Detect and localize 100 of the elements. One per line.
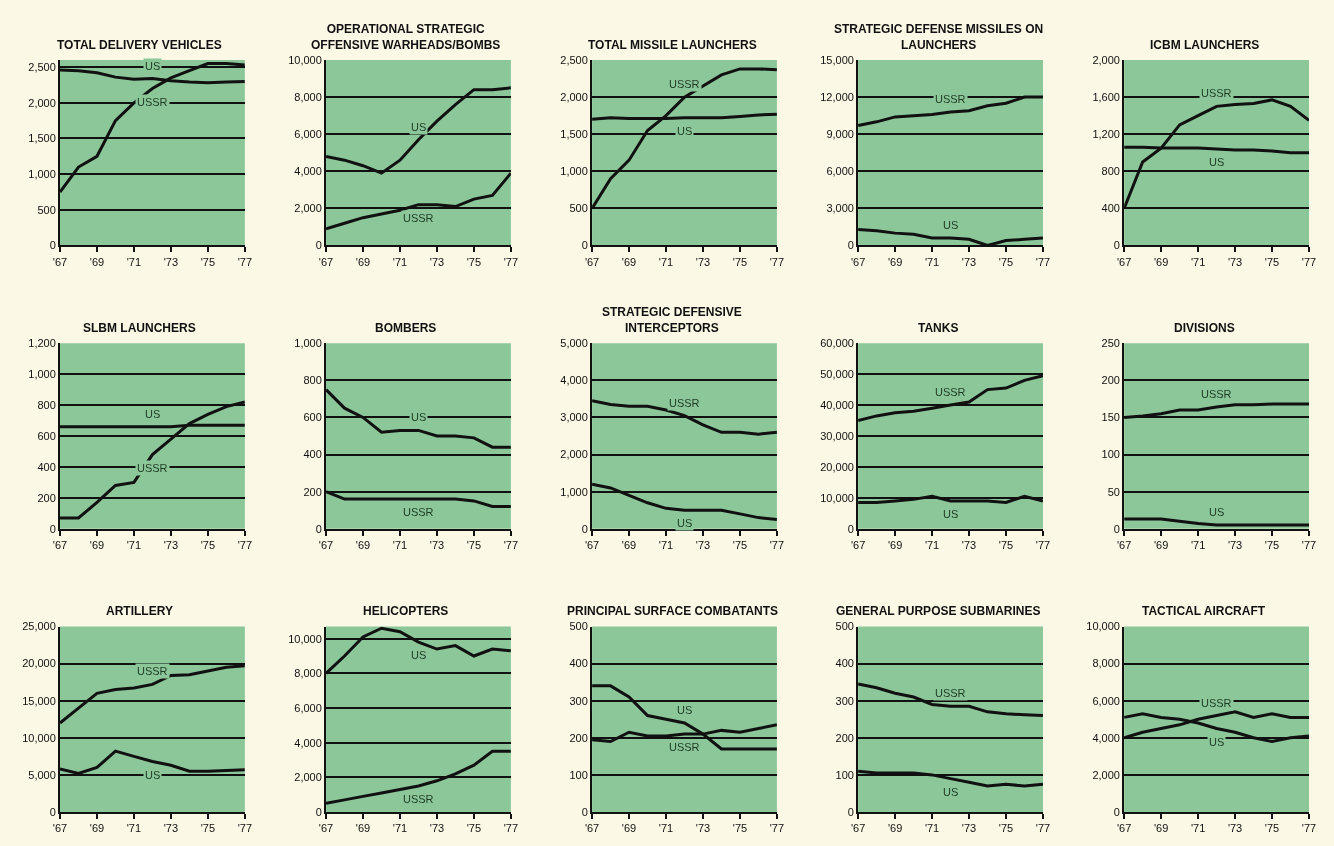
series-label: US [145,408,161,420]
y-tick-label: 500 [835,620,854,633]
y-tick-label: 200 [835,731,854,744]
y-tick-label: 500 [569,202,588,215]
chart-title: TOTAL DELIVERY VEHICLES [57,38,222,52]
x-tick-label: '73 [961,255,977,268]
y-tick-label: 600 [303,411,322,424]
y-tick-label: 3,000 [560,411,588,424]
y-tick-label: 1,000 [560,485,588,498]
chart-title: ARTILLERY [106,604,173,618]
series-label: USSR [669,741,700,753]
y-tick-label: 0 [1113,239,1120,252]
x-tick-label: '77 [1035,255,1051,268]
x-tick-label: '67 [318,255,334,268]
y-tick-label: 5,000 [560,337,588,350]
y-tick-label: 0 [581,522,588,535]
y-tick-label: 0 [315,522,322,535]
y-tick-label: 1,000 [560,165,588,178]
y-tick-label: 200 [37,491,56,504]
y-tick-label: 2,500 [560,53,588,66]
series-label: USSR [935,687,966,699]
x-tick-label: '67 [584,538,600,551]
y-tick-label: 2,500 [28,60,56,73]
y-tick-label: 10,000 [22,731,56,744]
series-label: USSR [935,93,966,105]
x-tick-label: '77 [503,255,519,268]
y-tick-label: 50,000 [820,368,854,381]
x-tick-label: '71 [658,822,674,835]
y-tick-label: 800 [1101,165,1120,178]
y-tick-label: 400 [37,460,56,473]
y-tick-label: 200 [569,731,588,744]
x-tick-label: '69 [887,822,903,835]
x-tick-label: '71 [1190,538,1206,551]
series-label: US [1209,736,1225,748]
x-tick-label: '67 [850,255,866,268]
x-tick-label: '73 [1227,822,1243,835]
x-tick-label: '75 [732,822,748,835]
x-tick-label: '67 [318,822,334,835]
chart-title: HELICOPTERS [363,604,449,618]
x-tick-label: '69 [89,255,105,268]
y-tick-label: 3,000 [826,202,854,215]
x-tick-label: '71 [392,255,408,268]
y-tick-label: 2,000 [1092,53,1120,66]
y-tick-label: 5,000 [28,768,56,781]
series-label: USSR [403,212,434,224]
y-tick-label: 9,000 [826,128,854,141]
series-label: USSR [1201,388,1232,400]
x-tick-label: '71 [924,255,940,268]
x-tick-label: '75 [1264,538,1280,551]
x-tick-label: '77 [769,538,785,551]
y-tick-label: 1,000 [28,168,56,180]
x-tick-label: '73 [429,255,445,268]
chart-title: STRATEGIC DEFENSE MISSILES ON LAUNCHERS [834,22,1044,52]
x-tick-label: '67 [52,822,68,835]
x-tick-label: '77 [503,822,519,835]
x-tick-label: '75 [998,538,1014,551]
x-tick-label: '75 [466,255,482,268]
x-tick-label: '73 [1227,255,1243,268]
y-tick-label: 8,000 [1092,657,1120,670]
series-label: US [411,649,427,661]
y-tick-label: 40,000 [820,398,854,411]
x-tick-label: '71 [658,255,674,268]
series-label: US [411,121,427,133]
chart-title: ICBM LAUNCHERS [1150,38,1260,52]
y-tick-label: 0 [847,522,854,535]
y-tick-label: 0 [847,805,854,818]
y-tick-label: 20,000 [22,657,56,670]
y-tick-label: 20,000 [820,460,854,473]
x-tick-label: '73 [961,538,977,551]
series-label: US [677,125,693,137]
y-tick-label: 100 [1101,448,1120,461]
y-tick-label: 1,500 [28,132,56,145]
y-tick-label: 2,000 [560,448,588,461]
y-tick-label: 15,000 [22,694,56,707]
series-label: US [677,517,693,529]
x-tick-label: '71 [1190,255,1206,268]
y-tick-label: 400 [569,657,588,670]
series-label: USSR [403,793,434,805]
series-label: USSR [669,78,700,90]
x-tick-label: '73 [163,822,179,835]
series-label: US [145,769,161,781]
y-tick-label: 250 [1101,337,1120,350]
series-label: US [1209,506,1225,518]
y-tick-label: 0 [581,239,588,252]
x-tick-label: '69 [887,255,903,268]
series-label: USSR [935,386,966,398]
y-tick-label: 4,000 [294,736,322,749]
y-tick-label: 4,000 [294,165,322,178]
x-tick-label: '67 [850,822,866,835]
x-tick-label: '77 [1301,255,1317,268]
series-label: US [411,411,427,423]
y-tick-label: 1,000 [294,337,322,350]
x-tick-label: '71 [126,822,142,835]
y-tick-label: 15,000 [820,53,854,66]
x-tick-label: '67 [52,255,68,268]
y-tick-label: 6,000 [826,165,854,178]
y-tick-label: 200 [1101,374,1120,387]
x-tick-label: '69 [89,538,105,551]
x-tick-label: '71 [658,538,674,551]
x-tick-label: '75 [998,255,1014,268]
